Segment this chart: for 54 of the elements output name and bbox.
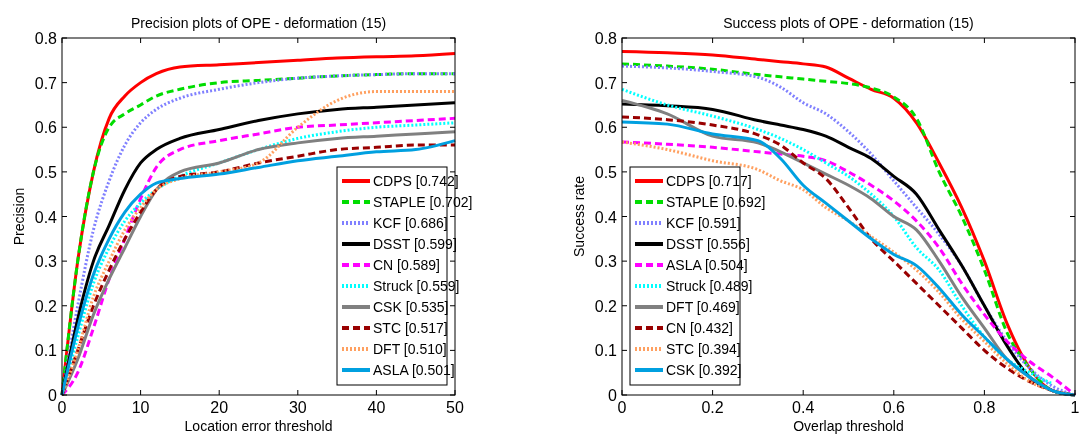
y-axis-title: Success rate — [571, 175, 587, 257]
legend-label: KCF [0.686] — [373, 215, 448, 231]
legend-label: ASLA [0.504] — [666, 257, 748, 273]
y-tick-label: 0.7 — [34, 74, 58, 92]
legend-label: STAPLE [0.702] — [373, 194, 473, 210]
y-axis-title: Precision — [11, 187, 27, 246]
x-tick-label: 1 — [1070, 399, 1080, 416]
y-tick-label: 0.2 — [594, 297, 618, 315]
chart-title: Success plots of OPE - deformation (15) — [723, 15, 974, 31]
legend-label: DFT [0.510] — [373, 341, 447, 357]
legend-label: DSST [0.556] — [666, 236, 750, 252]
chart-title: Precision plots of OPE - deformation (15) — [130, 15, 387, 31]
legend-label: CN [0.432] — [666, 320, 733, 336]
legend-label: STAPLE [0.692] — [666, 194, 766, 210]
y-tick-label: 0.1 — [34, 342, 58, 360]
legend-label: Struck [0.489] — [666, 278, 753, 294]
y-tick-label: 0.4 — [34, 208, 58, 226]
x-tick-label: 50 — [446, 399, 464, 416]
x-tick-label: 40 — [367, 399, 386, 416]
legend-label: DFT [0.469] — [666, 299, 740, 315]
legend-label: ASLA [0.501] — [373, 362, 455, 378]
y-tick-label: 0.2 — [34, 297, 58, 315]
x-tick-label: 20 — [210, 399, 229, 416]
legend-label: CSK [0.392] — [666, 362, 742, 378]
legend-label: KCF [0.591] — [666, 215, 741, 231]
x-axis-title: Location error threshold — [184, 418, 333, 434]
legend-label: DSST [0.599] — [373, 236, 457, 252]
legend-label: STC [0.517] — [373, 320, 448, 336]
y-tick-label: 0.7 — [594, 74, 618, 92]
y-tick-label: 0.3 — [594, 253, 618, 271]
y-tick-label: 0.5 — [34, 163, 58, 181]
y-tick-label: 0.1 — [594, 342, 618, 360]
legend-label: Struck [0.559] — [373, 278, 460, 294]
x-axis-title: Overlap threshold — [793, 418, 904, 434]
legend-label: CDPS [0.742] — [373, 173, 459, 189]
x-tick-label: 30 — [288, 399, 307, 416]
x-tick-label: 0.2 — [701, 399, 724, 416]
y-tick-label: 0.4 — [594, 208, 618, 226]
x-tick-label: 0.8 — [973, 399, 996, 416]
y-tick-label: 0.8 — [34, 30, 58, 47]
legend-label: STC [0.394] — [666, 341, 741, 357]
y-tick-label: 0.3 — [34, 253, 58, 271]
x-tick-label: 0.4 — [792, 399, 815, 416]
legend-label: CN [0.589] — [373, 257, 440, 273]
y-tick-label: 0 — [48, 387, 58, 404]
y-tick-label: 0.5 — [594, 163, 618, 181]
x-tick-label: 0.6 — [882, 399, 906, 416]
y-tick-label: 0.6 — [34, 119, 58, 137]
y-tick-label: 0 — [608, 387, 618, 404]
y-tick-label: 0.6 — [594, 119, 618, 137]
legend-label: CSK [0.535] — [373, 299, 449, 315]
y-tick-label: 0.8 — [594, 30, 618, 47]
x-tick-label: 10 — [131, 399, 150, 416]
legend-label: CDPS [0.717] — [666, 173, 752, 189]
